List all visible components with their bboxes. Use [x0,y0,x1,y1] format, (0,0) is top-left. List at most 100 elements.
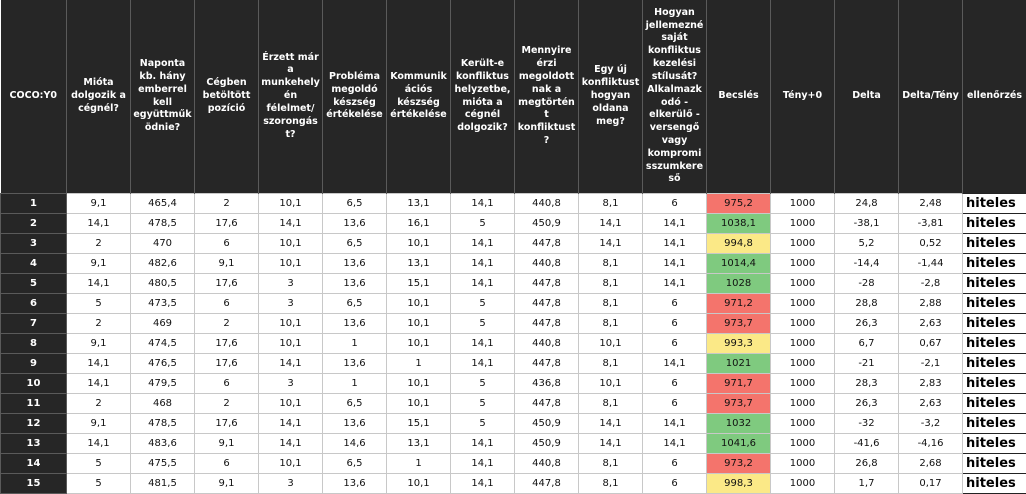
table-cell[interactable]: 2,48 [898,193,963,214]
table-cell[interactable]: 6 [194,373,259,394]
table-cell[interactable]: 440,8 [514,193,579,214]
table-cell[interactable]: 14,1 [642,433,707,454]
estimate-cell[interactable]: 971,2 [706,293,771,314]
table-cell[interactable]: -3,2 [898,413,963,434]
table-cell[interactable]: 14,1 [578,233,643,254]
table-cell[interactable]: 447,8 [514,233,579,254]
column-header[interactable]: Tény+0 [770,0,835,194]
table-cell[interactable]: 13,6 [322,253,387,274]
row-index-cell[interactable]: 8 [0,333,67,354]
table-cell[interactable]: 1000 [770,253,835,274]
table-cell[interactable]: -28 [834,273,899,294]
table-cell[interactable]: 1000 [770,313,835,334]
table-cell[interactable]: 478,5 [130,413,195,434]
table-cell[interactable]: 8,1 [578,253,643,274]
table-cell[interactable]: 13,1 [386,193,451,214]
table-cell[interactable]: 10,1 [386,313,451,334]
table-cell[interactable]: 14,6 [322,433,387,454]
table-cell[interactable]: 1000 [770,353,835,374]
table-cell[interactable]: 450,9 [514,413,579,434]
check-cell[interactable]: hiteles [962,293,1026,314]
table-cell[interactable]: 6 [642,293,707,314]
table-cell[interactable]: 14,1 [258,433,323,454]
table-cell[interactable]: 14,1 [642,253,707,274]
table-cell[interactable]: 8,1 [578,393,643,414]
row-index-cell[interactable]: 6 [0,293,67,314]
table-cell[interactable]: 14,1 [258,213,323,234]
table-cell[interactable]: 469 [130,313,195,334]
table-cell[interactable]: 14,1 [642,213,707,234]
estimate-cell[interactable]: 993,3 [706,333,771,354]
check-cell[interactable]: hiteles [962,413,1026,434]
table-cell[interactable]: 1000 [770,333,835,354]
column-header[interactable]: Becslés [706,0,771,194]
table-cell[interactable]: 1 [322,333,387,354]
table-cell[interactable]: 9,1 [194,473,259,494]
table-cell[interactable]: 8,1 [578,273,643,294]
check-cell[interactable]: hiteles [962,373,1026,394]
table-cell[interactable]: 6 [642,333,707,354]
row-index-cell[interactable]: 1 [0,193,67,214]
table-cell[interactable]: 9,1 [66,253,131,274]
table-cell[interactable]: 15,1 [386,273,451,294]
estimate-cell[interactable]: 1021 [706,353,771,374]
table-cell[interactable]: 10,1 [386,293,451,314]
table-cell[interactable]: 468 [130,393,195,414]
table-cell[interactable]: 26,8 [834,453,899,474]
table-cell[interactable]: 6,7 [834,333,899,354]
table-cell[interactable]: 5 [450,313,515,334]
table-cell[interactable]: 14,1 [578,213,643,234]
table-cell[interactable]: 6,5 [322,233,387,254]
table-cell[interactable]: 8,1 [578,353,643,374]
table-cell[interactable]: 450,9 [514,433,579,454]
estimate-cell[interactable]: 975,2 [706,193,771,214]
table-cell[interactable]: 6 [194,233,259,254]
table-cell[interactable]: 1 [322,373,387,394]
table-cell[interactable]: 6 [642,453,707,474]
table-cell[interactable]: 14,1 [642,353,707,374]
table-cell[interactable]: 8,1 [578,453,643,474]
table-cell[interactable]: 6 [642,373,707,394]
table-cell[interactable]: 447,8 [514,353,579,374]
column-header[interactable]: Naponta kb. hány emberrel kell együttműk… [130,0,195,194]
column-header[interactable]: Cégben betöltött pozíció [194,0,259,194]
table-cell[interactable]: 10,1 [386,333,451,354]
table-cell[interactable]: 10,1 [258,253,323,274]
table-cell[interactable]: 1000 [770,273,835,294]
table-cell[interactable]: 2 [194,193,259,214]
table-cell[interactable]: 14,1 [66,433,131,454]
row-index-cell[interactable]: 7 [0,313,67,334]
row-index-cell[interactable]: 12 [0,413,67,434]
column-header[interactable]: Mennyire érzi megoldottnak a megtörtént … [514,0,579,194]
table-cell[interactable]: 13,6 [322,473,387,494]
table-cell[interactable]: 473,5 [130,293,195,314]
table-cell[interactable]: 10,1 [386,233,451,254]
table-cell[interactable]: -32 [834,413,899,434]
table-cell[interactable]: 6,5 [322,193,387,214]
check-cell[interactable]: hiteles [962,193,1026,214]
table-cell[interactable]: 440,8 [514,453,579,474]
table-cell[interactable]: 0,52 [898,233,963,254]
table-cell[interactable]: 10,1 [386,473,451,494]
table-cell[interactable]: 17,6 [194,413,259,434]
table-cell[interactable]: 447,8 [514,393,579,414]
check-cell[interactable]: hiteles [962,473,1026,494]
table-cell[interactable]: 2 [194,393,259,414]
check-cell[interactable]: hiteles [962,273,1026,294]
table-cell[interactable]: 447,8 [514,273,579,294]
table-cell[interactable]: 14,1 [66,353,131,374]
table-cell[interactable]: 14,1 [450,273,515,294]
table-cell[interactable]: -14,4 [834,253,899,274]
row-index-cell[interactable]: 2 [0,213,67,234]
table-cell[interactable]: 13,6 [322,213,387,234]
table-cell[interactable]: 6 [194,453,259,474]
table-cell[interactable]: 482,6 [130,253,195,274]
table-cell[interactable]: 9,1 [194,433,259,454]
column-header[interactable]: Kommunikációs készség értékelése [386,0,451,194]
table-cell[interactable]: 2 [66,393,131,414]
table-cell[interactable]: 6,5 [322,393,387,414]
table-cell[interactable]: 26,3 [834,393,899,414]
column-header[interactable]: Érzett már a munkehelyén félelmet/ szoro… [258,0,323,194]
table-cell[interactable]: 475,5 [130,453,195,474]
check-cell[interactable]: hiteles [962,213,1026,234]
